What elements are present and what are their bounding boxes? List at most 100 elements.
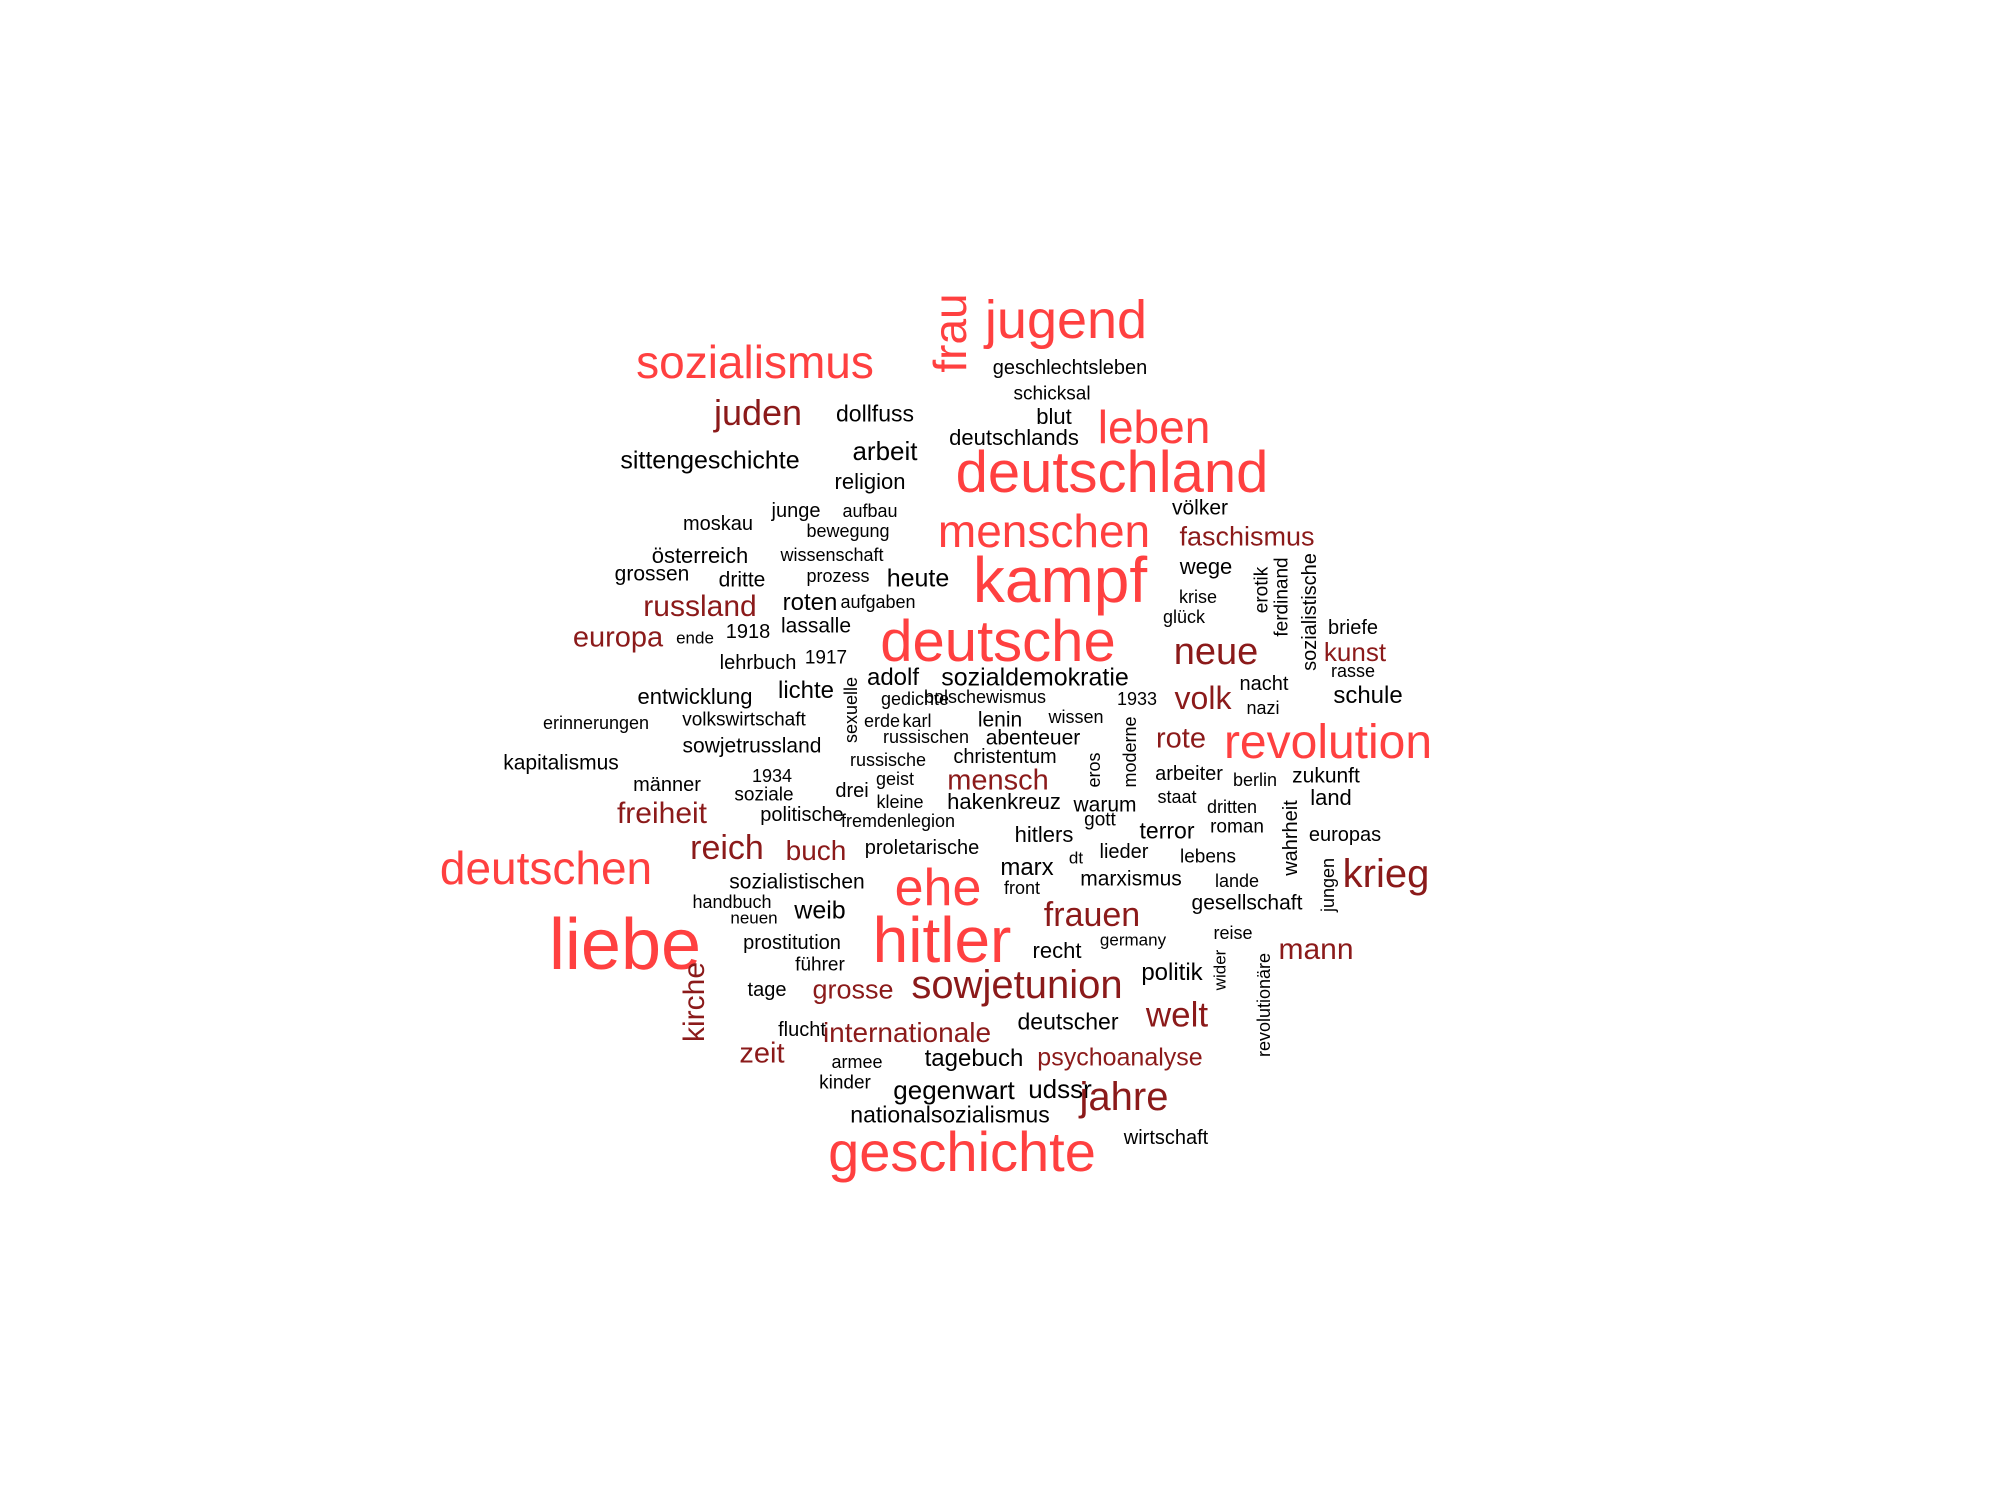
word-mann: mann [1278,933,1354,966]
word-faschismus: faschismus [1179,521,1315,552]
word-entwicklung: entwicklung [637,684,753,709]
word-arbeit: arbeit [852,436,918,466]
word-christentum: christentum [953,746,1057,768]
word-ehe: ehe [894,859,982,917]
word-prozess: prozess [806,566,870,586]
word-staat: staat [1157,787,1197,807]
word-sozialismus: sozialismus [636,336,874,388]
word-religion: religion [834,469,906,494]
word-geist: geist [875,769,915,789]
word-sowjetrussland: sowjetrussland [682,734,822,758]
word-völker: völker [1171,496,1229,520]
word-wirtschaft: wirtschaft [1123,1127,1209,1149]
word-tagebuch: tagebuch [924,1045,1024,1072]
word-1917: 1917 [804,647,848,669]
word-drei: drei [835,780,869,802]
word-ferdinand: ferdinand [1271,557,1293,637]
word-buch: buch [785,835,847,866]
word-neue: neue [1173,631,1259,673]
word-gegenwart: gegenwart [893,1075,1015,1105]
word-armee: armee [831,1052,883,1072]
word-welt: welt [1145,995,1209,1035]
word-bolschewismus: bolschewismus [923,687,1047,707]
word-ende: ende [676,628,714,648]
word-hakenkreuz: hakenkreuz [947,789,1061,814]
word-weib: weib [794,896,846,925]
word-internationale: internationale [822,1017,992,1048]
word-reich: reich [690,829,764,867]
word-lenin: lenin [977,708,1023,732]
word-rote: rote [1156,722,1206,755]
word-krieg: krieg [1342,852,1430,896]
word-russischen: russischen [882,727,970,747]
word-russische: russische [849,750,927,770]
word-germany: germany [1099,930,1167,950]
word-proletarische: proletarische [864,837,980,859]
word-nazi: nazi [1246,698,1280,718]
word-nationalsozialismus: nationalsozialismus [850,1101,1050,1128]
word-wissen: wissen [1048,707,1104,727]
word-dollfuss: dollfuss [836,400,914,427]
word-blut: blut [1036,404,1072,429]
word-frau: frau [924,293,976,373]
word-jahre: jahre [1079,1075,1169,1119]
word-deutsche: deutsche [880,609,1116,674]
word-kapitalismus: kapitalismus [503,751,619,775]
word-gesellschaft: gesellschaft [1191,891,1303,915]
word-freiheit: freiheit [616,797,708,830]
word-neuen: neuen [730,908,778,928]
word-warum: warum [1073,793,1137,817]
word-volkswirtschaft: volkswirtschaft [682,709,806,731]
word-glück: glück [1162,607,1206,627]
word-roten: roten [782,589,838,616]
word-aufgaben: aufgaben [840,592,916,612]
word-lebens: lebens [1180,846,1236,868]
word-österreich: österreich [651,543,749,568]
word-wider: wider [1210,949,1230,991]
word-volk: volk [1174,680,1232,716]
word-front: front [1003,878,1041,898]
word-reise: reise [1213,923,1253,943]
word-jugend: jugend [984,290,1148,350]
word-kirche: kirche [678,961,711,1043]
word-leben: leben [1097,401,1211,453]
word-sozialistische: sozialistische [1299,553,1321,671]
word-abenteuer: abenteuer [985,726,1081,750]
word-marxismus: marxismus [1080,867,1182,891]
word-deutschland: deutschland [955,440,1269,505]
word-hitlers: hitlers [1014,822,1074,847]
word-sozialdemokratie: sozialdemokratie [941,663,1129,692]
word-udssr: udssr [1028,1074,1092,1104]
word-frauen: frauen [1043,896,1141,934]
word-lehrbuch: lehrbuch [719,652,797,674]
word-1918: 1918 [725,621,771,643]
word-kleine: kleine [876,792,924,812]
word-revolutionäre: revolutionäre [1254,952,1274,1058]
word-bewegung: bewegung [806,521,890,541]
word-politik: politik [1141,959,1203,986]
word-aufbau: aufbau [842,501,898,521]
word-jungen: jungen [1318,857,1338,913]
word-politische: politische [760,804,844,826]
word-geschlechtsleben: geschlechtsleben [992,357,1148,379]
word-land: land [1310,785,1352,810]
word-1934: 1934 [751,766,793,786]
word-russland: russland [643,590,757,623]
word-grosse: grosse [812,974,894,1005]
word-europa: europa [572,621,664,654]
word-juden: juden [713,392,803,433]
word-zeit: zeit [739,1037,785,1070]
word-wissenschaft: wissenschaft [780,545,884,565]
word-deutscher: deutscher [1017,1008,1119,1035]
word-tage: tage [747,979,787,1001]
word-lande: lande [1214,871,1260,891]
word-eros: eros [1084,752,1104,788]
word-fremdenlegion: fremdenlegion [840,811,956,831]
word-psychoanalyse: psychoanalyse [1037,1043,1203,1072]
word-dritten: dritten [1206,797,1258,817]
word-führer: führer [795,954,845,976]
word-roman: roman [1210,816,1264,838]
word-recht: recht [1032,938,1082,963]
word-prostitution: prostitution [743,932,841,954]
word-männer: männer [633,774,701,796]
